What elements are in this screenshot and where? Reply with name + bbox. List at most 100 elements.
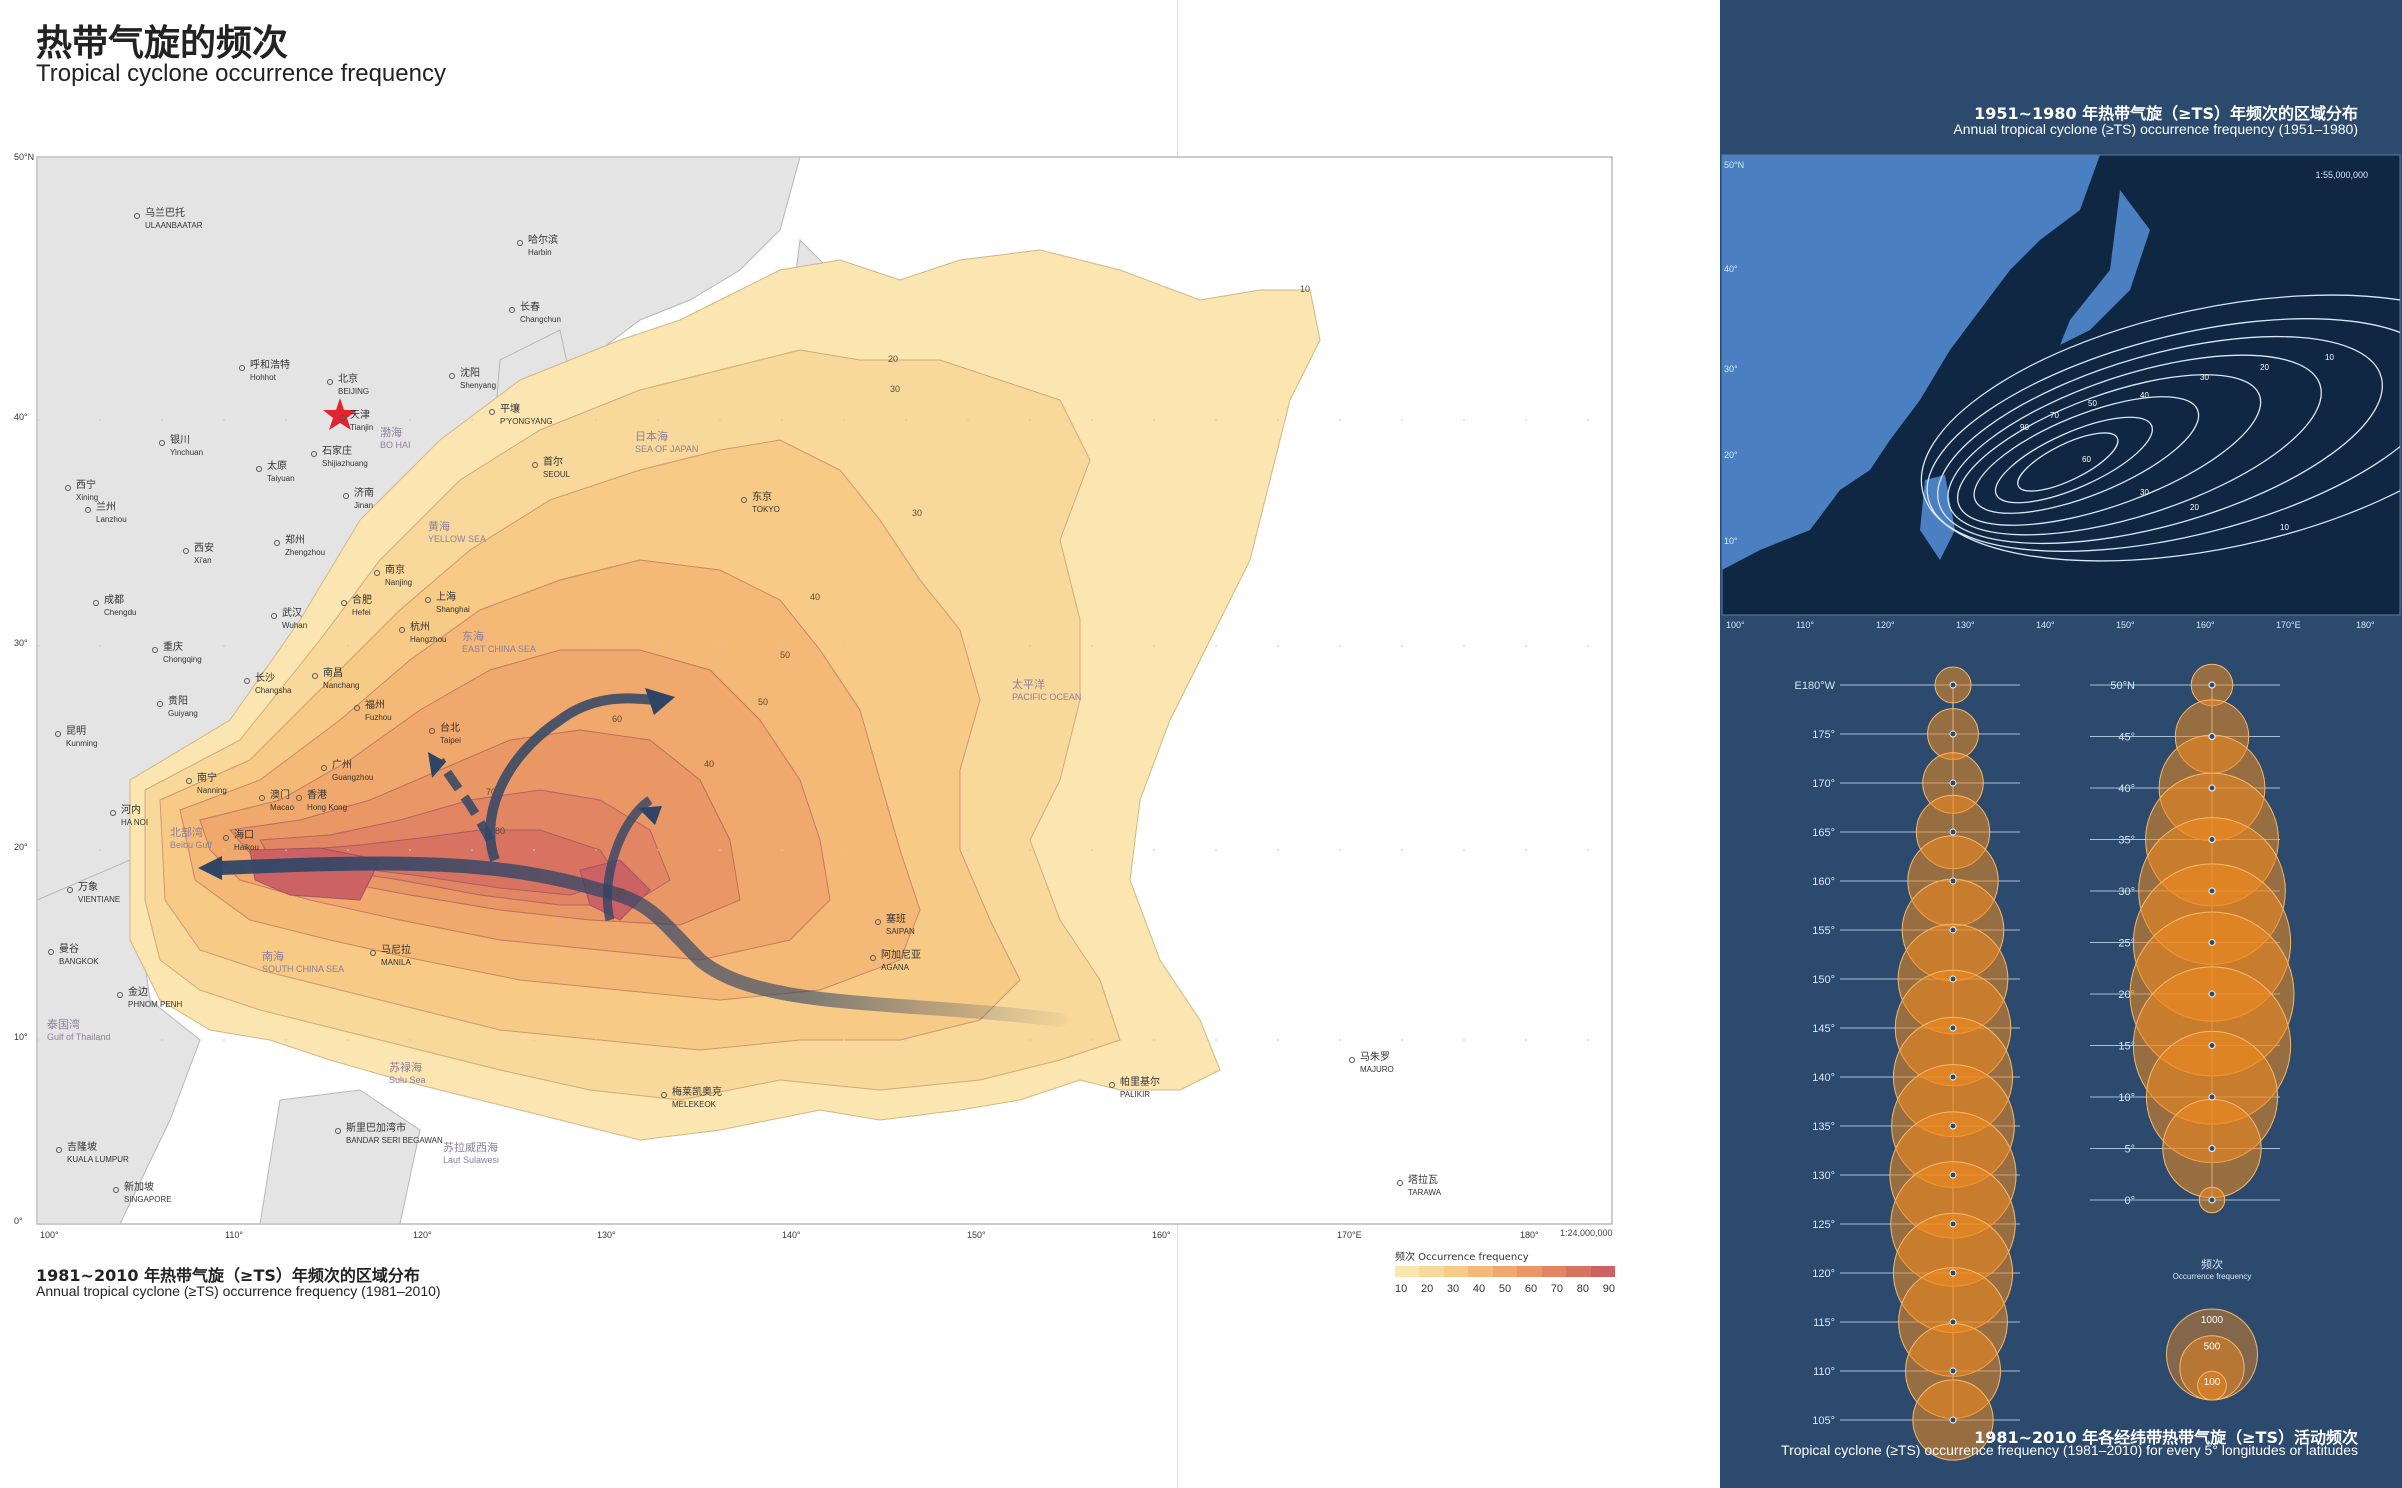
- city-dot: [244, 678, 250, 684]
- legend-swatch: [1468, 1266, 1493, 1277]
- contour-label: 30: [912, 508, 922, 518]
- lon-label: 130°: [597, 1230, 616, 1240]
- sea-name-en: Beibu Gulf: [170, 840, 213, 850]
- city-name-cn: 海口: [234, 828, 254, 841]
- inset-lon-label: 120°: [1876, 620, 1895, 630]
- lon-label: 170°E: [1337, 1230, 1362, 1240]
- city-name-en: Changchun: [520, 315, 561, 324]
- bubble-charts: E180°W 175° 170° 165° 160° 155° 150° 145° 140° 13…: [1795, 663, 2295, 1461]
- inset-contour-line: [1994, 416, 2154, 504]
- city-name-cn: 广州: [332, 759, 352, 771]
- city-dot: [55, 731, 61, 737]
- city-name-cn: 曼谷: [59, 943, 79, 955]
- bubble-center: [1949, 1171, 1957, 1179]
- city-name-cn: 兰州: [96, 500, 116, 513]
- legend-swatch: [1590, 1266, 1615, 1277]
- bubble-tick-label: 25°: [2118, 938, 2135, 950]
- city-dot: [239, 365, 245, 371]
- bubble-legend-label: 100: [2204, 1377, 2221, 1388]
- inset-contour-line: [1973, 396, 2200, 514]
- legend-title: 频次 Occurrence frequency: [1395, 1252, 1529, 1263]
- city-name-cn: 南京: [385, 563, 405, 576]
- land-borneo: [259, 1089, 421, 1224]
- bubble-center: [2208, 836, 2216, 843]
- city-dot: [296, 795, 302, 801]
- bubble-tick-label: 10°: [2118, 1092, 2135, 1104]
- main-map[interactable]: 50°N 40° 30° 20° 10° 0° 100° 110° 120° 130° 140° 1…: [0, 0, 1720, 1240]
- city-name-cn: 乌兰巴托: [145, 206, 185, 219]
- city-dot: [374, 570, 380, 576]
- legend-swatch: [1517, 1266, 1542, 1277]
- inset-contour-label: 10: [2325, 353, 2334, 362]
- sea-name-cn: 黄海: [428, 519, 450, 533]
- inset-map[interactable]: 50°N 40° 30° 20° 10° 100° 110° 120° 130° 140° 150…: [1720, 150, 2402, 630]
- bubble-center: [1949, 1122, 1957, 1130]
- city-dot: [223, 835, 229, 841]
- legend-swatch: [1566, 1266, 1591, 1277]
- legend-tick: 50: [1498, 1283, 1512, 1295]
- bubble-center: [1949, 975, 1957, 983]
- bubble-tick-label: 15°: [2118, 1041, 2135, 1053]
- city-name-en: Xi'an: [194, 556, 212, 565]
- city-name-cn: 吉隆坡: [67, 1140, 97, 1153]
- bubble-center: [1949, 1367, 1957, 1375]
- city-name-en: Haikou: [234, 843, 259, 852]
- city-dot: [186, 778, 192, 784]
- city-name-cn: 河内: [121, 803, 141, 816]
- city-name-cn: 塞班: [886, 912, 906, 925]
- legend-tick: 20: [1420, 1283, 1434, 1295]
- capital-star-icon: [323, 398, 357, 430]
- city-name-cn: 帕里基尔: [1120, 1075, 1160, 1088]
- city-name-cn: 马朱罗: [1360, 1051, 1390, 1063]
- inset-contour-line: [1956, 374, 2262, 526]
- bubble-center: [2208, 887, 2216, 895]
- city-name-cn: 福州: [365, 698, 385, 711]
- storm-track-recurve-north: [485, 693, 661, 862]
- city-name-en: P'YONGYANG: [500, 417, 553, 426]
- storm-track-main: [213, 856, 1067, 1027]
- sea-name-cn: 南海: [262, 949, 284, 963]
- city-name-en: PALIKIR: [1120, 1090, 1150, 1099]
- city-name-en: ULAANBAATAR: [145, 221, 203, 230]
- lat-label: 10°: [14, 1032, 28, 1042]
- city-dot: [274, 540, 280, 546]
- bubble-tick-label: 115°: [1813, 1317, 1835, 1329]
- bubble-tick-label: 165°: [1812, 827, 1835, 839]
- bubble-center: [2208, 1196, 2216, 1204]
- city-name-en: SINGAPORE: [124, 1195, 172, 1204]
- bubble-center: [1949, 1269, 1957, 1277]
- main-map-caption-en: Annual tropical cyclone (≥TS) occurrence…: [36, 1283, 441, 1299]
- contour-label: 80: [495, 826, 505, 836]
- city-name-cn: 平壤: [500, 402, 520, 415]
- main-map-caption-cn: 1981~2010 年热带气旋（≥TS）年频次的区域分布: [36, 1266, 420, 1285]
- city-name-en: TOKYO: [752, 505, 780, 514]
- city-name-cn: 杭州: [410, 620, 430, 633]
- city-name-en: SEOUL: [543, 470, 571, 479]
- bubble-center: [2208, 939, 2216, 946]
- city-dot: [93, 600, 99, 606]
- inset-contour-line: [2017, 432, 2119, 492]
- city-dot: [183, 548, 189, 554]
- legend-tick: 90: [1602, 1283, 1615, 1295]
- legend-swatch: [1541, 1266, 1567, 1277]
- inset-lat-label: 30°: [1724, 364, 1738, 374]
- city-name-cn: 太原: [267, 459, 287, 472]
- city-name-en: BANDAR SERI BEGAWAN: [346, 1136, 443, 1145]
- sea-name-en: Gulf of Thailand: [47, 1032, 110, 1042]
- bubble-tick-label: 140°: [1812, 1072, 1835, 1084]
- city-name-cn: 天津: [350, 409, 370, 421]
- city-name-cn: 首尔: [543, 455, 563, 468]
- inset-land-japan: [2060, 190, 2150, 345]
- city-name-cn: 贵阳: [168, 694, 188, 707]
- lon-label: 160°: [1152, 1230, 1171, 1240]
- sea-name-cn: 太平洋: [1012, 677, 1045, 691]
- bubble-tick-label: 170°: [1812, 778, 1835, 790]
- city-dot: [1109, 1082, 1115, 1088]
- sea-name-en: EAST CHINA SEA: [462, 644, 536, 654]
- inset-contour-label: 20: [2260, 363, 2269, 372]
- sea-name-en: YELLOW SEA: [428, 534, 486, 544]
- city-name-cn: 济南: [354, 486, 374, 499]
- city-name-en: Harbin: [528, 248, 552, 257]
- bubble-center: [2208, 733, 2216, 740]
- inset-lat-label: 20°: [1724, 450, 1738, 460]
